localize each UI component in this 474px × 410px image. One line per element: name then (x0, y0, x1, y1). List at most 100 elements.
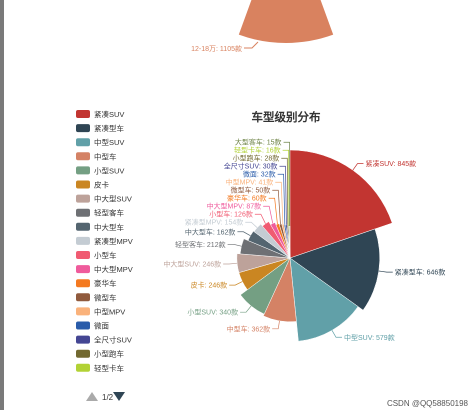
slice-leader-line (240, 305, 252, 313)
legend-item[interactable]: 紧凑SUV (76, 109, 124, 119)
legend-swatch (76, 321, 90, 330)
slice-label: 豪华车: 60款 (227, 194, 267, 203)
legend-label: 紧凑型车 (94, 123, 124, 133)
slice-leader-line (281, 157, 289, 225)
legend-label: 紧凑型MPV (94, 236, 133, 246)
legend-swatch (76, 349, 90, 358)
legend-label: 中大型车 (94, 222, 124, 232)
legend-label: 小型SUV (94, 166, 124, 175)
legend-pager: 1/2 (86, 392, 125, 402)
legend-label: 全尺寸SUV (94, 335, 132, 345)
legend-item[interactable]: 中大型车 (76, 222, 124, 232)
pie-slices (236, 149, 393, 342)
legend-prev-page-icon[interactable] (86, 392, 98, 401)
slice-leader-line (282, 149, 290, 226)
pie-slice[interactable] (289, 257, 359, 342)
pie-slice[interactable] (240, 257, 291, 315)
pie-slice[interactable] (289, 149, 393, 259)
legend-swatch (76, 166, 90, 175)
legend-item[interactable]: 紧凑型车 (76, 123, 124, 133)
legend-swatch (76, 293, 90, 302)
legend-label: 中大型MPV (94, 264, 133, 274)
slice-label: 全尺寸SUV: 30款 (224, 162, 278, 171)
legend-page-indicator: 1/2 (102, 393, 114, 402)
legend-swatch (76, 251, 90, 259)
legend-swatch (76, 265, 90, 274)
legend-item[interactable]: 中大型MPV (76, 264, 133, 274)
pie-slice[interactable] (236, 253, 291, 273)
legend-item[interactable]: 中型MPV (76, 306, 125, 316)
legend-next-page-icon[interactable] (113, 392, 125, 401)
legend-item[interactable]: 皮卡 (76, 180, 109, 190)
legend-swatch (76, 138, 90, 147)
legend-item[interactable]: 微型车 (76, 292, 117, 302)
slice-label: 紧凑型MPV: 154款 (185, 218, 243, 227)
legend-item[interactable]: 轻型客车 (76, 208, 124, 218)
leader-lines (223, 141, 393, 338)
slice-label: 微型车: 50款 (231, 186, 271, 195)
legend-swatch (76, 180, 90, 189)
legend-item[interactable]: 紧凑型MPV (76, 236, 133, 246)
legend-label: 中型SUV (94, 137, 124, 147)
slice-label: 皮卡: 246款 (191, 281, 228, 290)
slice-label: 中大型车: 162款 (185, 227, 236, 236)
slice-leader-line (277, 173, 286, 225)
legend-swatch (76, 236, 90, 245)
legend-item[interactable]: 小型SUV (76, 166, 124, 175)
legend-swatch (76, 222, 90, 231)
legend-item[interactable]: 小型跑车 (76, 349, 124, 359)
slice-label: 中型MPV: 41款 (226, 178, 274, 187)
legend-swatch (76, 363, 90, 372)
slice-leader-line (275, 181, 284, 225)
slice-leader-line (263, 205, 274, 224)
slice-leader-line (352, 163, 364, 171)
legend-item[interactable]: 中型SUV (76, 137, 124, 147)
watermark: CSDN @QQ58850198 (387, 399, 469, 408)
slice-label: 大型客车: 15款 (235, 138, 282, 147)
legend-swatch (76, 110, 90, 118)
slice-label: 中大型MPV: 87款 (207, 202, 262, 211)
legend-item[interactable]: 微面 (76, 321, 109, 331)
legend-swatch (76, 335, 90, 344)
legend-label: 轻型卡车 (94, 363, 124, 373)
slice-leader-line (254, 213, 266, 224)
pie-slice[interactable] (289, 225, 291, 259)
previous-slice-label: 12-18万: 1105款 (191, 44, 242, 53)
legend-item[interactable]: 全尺寸SUV (76, 335, 132, 345)
slice-leader-line (227, 243, 242, 247)
legend-item[interactable]: 中大型SUV (76, 194, 132, 204)
legend-label: 豪华车 (94, 278, 117, 288)
legend-label: 小型车 (94, 250, 117, 260)
chart-title: 车型级别分布 (252, 110, 321, 124)
legend-swatch (76, 194, 90, 203)
legend-swatch (76, 279, 90, 288)
slice-label: 轻型卡车: 16款 (234, 146, 281, 155)
slice-leader-line (229, 281, 243, 286)
legend-label: 小型跑车 (94, 349, 124, 359)
legend-item[interactable]: 轻型卡车 (76, 363, 124, 373)
slice-label: 中大型SUV: 246款 (163, 259, 221, 268)
pie-slice[interactable] (289, 228, 381, 311)
slice-leader-line (279, 165, 287, 225)
slice-label: 紧凑型车: 646款 (395, 268, 446, 277)
legend-label: 中型MPV (94, 306, 125, 316)
legend-item[interactable]: 中型车 (76, 151, 117, 161)
legend-label: 中型车 (94, 151, 117, 161)
slice-label: 轻型客车: 212款 (175, 240, 226, 249)
slice-leader-line (237, 231, 251, 236)
slice-label: 小型跑车: 28款 (233, 154, 280, 163)
slice-leader-line (272, 320, 280, 330)
legend-label: 皮卡 (94, 180, 109, 190)
slice-label: 中型车: 362款 (227, 324, 271, 333)
window-frame-edge (0, 0, 4, 410)
legend-label: 轻型客车 (94, 208, 124, 218)
slice-leader-line (245, 221, 258, 228)
legend-label: 中大型SUV (94, 194, 132, 204)
legend-item[interactable]: 豪华车 (76, 278, 117, 288)
legend-label: 微型车 (94, 292, 117, 302)
slice-leader-line (272, 189, 281, 225)
legend-item[interactable]: 小型车 (76, 250, 117, 260)
